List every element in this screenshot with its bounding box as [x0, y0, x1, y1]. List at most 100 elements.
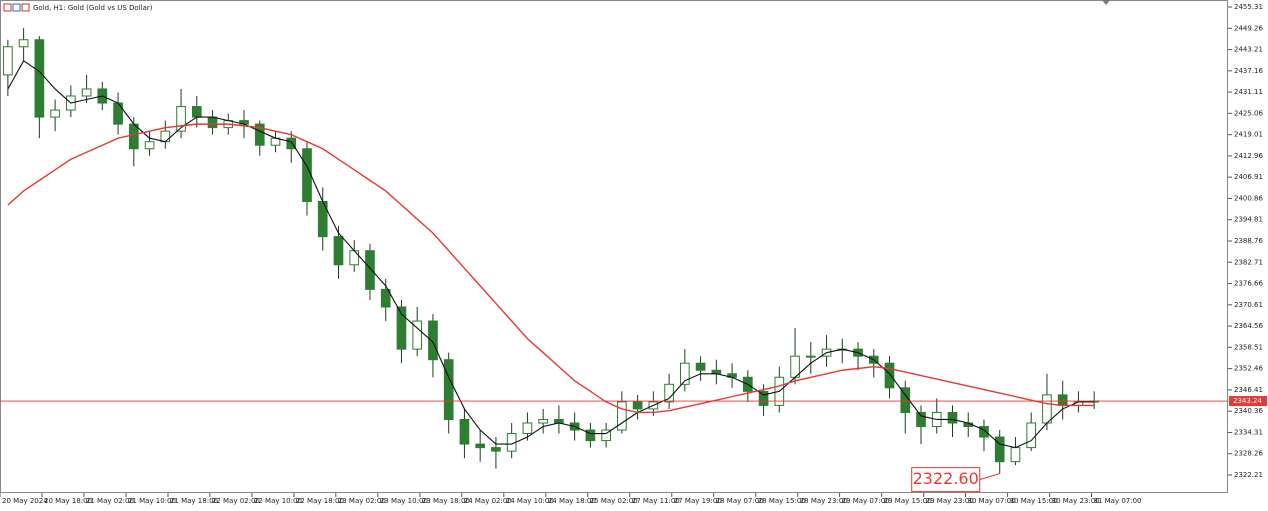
y-tick-label: 2443.21 — [1234, 46, 1263, 54]
x-tick-label: 30 May 15:00 — [1010, 497, 1058, 505]
y-tick-label: 2346.41 — [1234, 386, 1263, 394]
x-tick-label: 28 May 15:00 — [758, 497, 806, 505]
x-tick-label: 30 May 07:00 — [968, 497, 1016, 505]
x-tick-label: 29 May 07:00 — [842, 497, 890, 505]
candle-body — [144, 141, 155, 150]
candle-body — [176, 106, 186, 132]
icon — [12, 3, 21, 12]
y-tick-label: 2388.76 — [1234, 237, 1263, 245]
annotation-label: 2322.60 — [913, 469, 979, 488]
y-tick-label: 2364.56 — [1234, 322, 1263, 330]
y-tick-label: 2322.21 — [1234, 471, 1263, 479]
y-tick-label: 2370.61 — [1234, 301, 1263, 309]
y-tick-label: 2340.36 — [1234, 407, 1263, 415]
candle-body — [632, 401, 643, 410]
candle-body — [191, 106, 202, 118]
annotation-box — [911, 467, 981, 493]
y-tick-label: 2394.81 — [1234, 216, 1263, 224]
chart-title: Gold, H1: Gold (Gold vs US Dollar) — [33, 4, 153, 12]
y-tick-label: 2419.01 — [1234, 131, 1263, 139]
candle-body — [601, 429, 611, 442]
candle-body — [491, 447, 501, 452]
x-tick-label: 23 May 02:00 — [338, 497, 386, 505]
y-tick-label: 2352.46 — [1234, 365, 1263, 373]
candle-body — [916, 411, 926, 428]
candle-body — [680, 362, 690, 385]
x-tick-label: 25 May 02:00 — [590, 497, 638, 505]
candle-body — [459, 418, 470, 445]
candle-body — [585, 429, 596, 442]
x-tick-label: 23 May 18:00 — [422, 497, 470, 505]
x-tick-label: 24 May 10:00 — [506, 497, 554, 505]
candle-body — [396, 306, 407, 350]
candle-body — [884, 362, 895, 389]
candle-body — [380, 288, 391, 308]
candle-body — [1010, 447, 1021, 463]
candle-body — [349, 250, 360, 266]
y-tick-label: 2437.16 — [1234, 67, 1263, 75]
price-label: 2343.24 — [1233, 397, 1262, 405]
x-tick-label: 27 May 19:00 — [674, 497, 722, 505]
candle-body — [1057, 394, 1068, 406]
y-tick-label: 2425.06 — [1234, 109, 1263, 117]
x-tick-label: 23 May 10:00 — [380, 497, 428, 505]
x-tick-label: 21 May 02:00 — [86, 497, 134, 505]
candle-body — [538, 418, 548, 424]
x-tick-label: 21 May 18:00 — [170, 497, 218, 505]
candle-body — [1042, 394, 1052, 424]
x-tick-label: 21 May 10:00 — [128, 497, 176, 505]
candle-body — [50, 109, 60, 118]
y-tick-label: 2334.31 — [1234, 428, 1263, 436]
x-tick-label: 24 May 02:00 — [464, 497, 512, 505]
x-tick-label: 29 May 15:00 — [884, 497, 932, 505]
moving-average-line — [7, 60, 1095, 449]
y-tick-label: 2400.86 — [1234, 194, 1263, 202]
candle-body — [617, 401, 627, 431]
y-tick-label: 2455.31 — [1234, 3, 1263, 11]
annotation-leader — [979, 473, 1000, 481]
shift-marker — [1102, 0, 1110, 5]
candle-body — [81, 88, 92, 97]
icon — [3, 3, 12, 12]
y-tick-label: 2412.96 — [1234, 152, 1263, 160]
candle-body — [302, 148, 312, 202]
x-tick-label: 29 May 23:00 — [926, 497, 974, 505]
icon — [21, 3, 30, 12]
candle-body — [3, 46, 13, 76]
candle-body — [286, 137, 297, 150]
moving-average-line — [7, 123, 1095, 414]
candle-body — [1026, 422, 1037, 449]
candle-body — [758, 390, 769, 406]
y-tick-label: 2406.91 — [1234, 173, 1263, 181]
plot-frame — [0, 0, 1228, 493]
x-tick-label: 20 May 18:00 — [44, 497, 92, 505]
candle-body — [254, 123, 265, 146]
candle-body — [160, 130, 171, 143]
candle-body — [365, 250, 375, 290]
candle-body — [979, 426, 989, 438]
candle-body — [994, 436, 1005, 463]
y-tick-label: 2431.11 — [1234, 88, 1263, 96]
candle-body — [128, 123, 139, 150]
candle-body — [34, 39, 45, 118]
price-label-box — [1229, 396, 1267, 407]
x-tick-label: 28 May 07:00 — [716, 497, 764, 505]
x-tick-label: 27 May 11:00 — [632, 497, 680, 505]
y-tick-label: 2358.51 — [1234, 343, 1263, 351]
candle-body — [947, 411, 958, 424]
candle-body — [428, 320, 438, 361]
y-tick-label: 2382.71 — [1234, 258, 1263, 266]
y-tick-label: 2376.66 — [1234, 280, 1263, 288]
x-tick-label: 31 May 07:00 — [1094, 497, 1142, 505]
y-tick-label: 2328.26 — [1234, 450, 1263, 458]
x-tick-label: 30 May 23:00 — [1052, 497, 1100, 505]
candle-body — [695, 362, 706, 371]
x-tick-label: 22 May 18:00 — [296, 497, 344, 505]
candle-body — [18, 39, 29, 48]
candle-body — [522, 422, 533, 435]
candle-body — [443, 359, 454, 420]
candle-body — [333, 236, 344, 266]
candle-body — [475, 443, 486, 449]
candle-body — [207, 116, 218, 129]
